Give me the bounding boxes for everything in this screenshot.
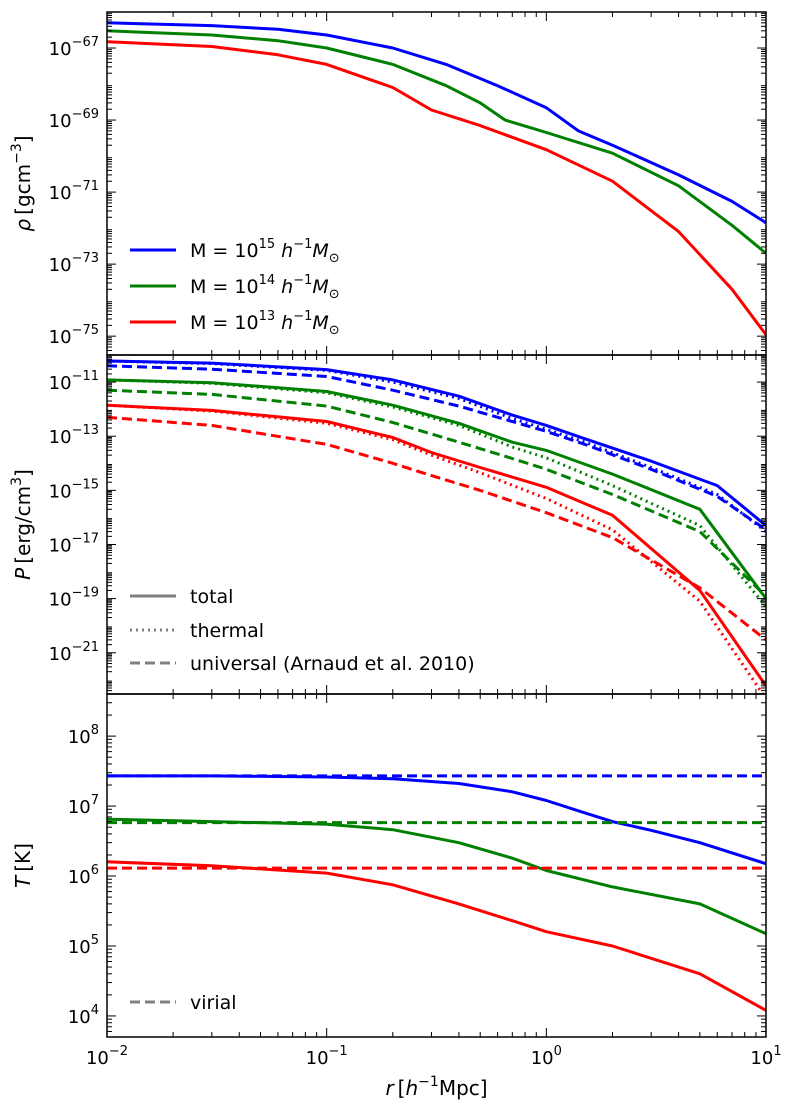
legend-label: M = 1014 h−1M⊙	[190, 273, 340, 302]
series-line-m13-thermal	[107, 403, 765, 694]
pressure-y-axis-label: P [erg/cm3]	[9, 469, 35, 580]
x-axis-labels: 10−2 10−1 100 101 r [h−1Mpc]	[86, 1044, 782, 1100]
series-line-m13-total	[107, 403, 766, 687]
temperature-y-axis-label: T [K]	[11, 843, 35, 888]
x-tick-label: 101	[750, 1044, 781, 1069]
series-line-m15-universal	[107, 364, 766, 532]
legend-label: total	[190, 586, 233, 608]
y-tick-label: 10−71	[49, 179, 99, 204]
y-tick-label: 10−21	[49, 640, 99, 665]
y-tick-label: 10−17	[49, 531, 99, 556]
series-line-m15-total	[107, 774, 766, 866]
density-legend: M = 1015 h−1M⊙ M = 1014 h−1M⊙ M = 1013 h−1…	[130, 237, 340, 338]
series-line-m14-total	[107, 817, 766, 936]
series-line-m15	[107, 21, 766, 225]
temperature-series	[107, 774, 766, 1012]
density-frame	[106, 11, 767, 356]
y-tick-label: 10−67	[49, 35, 99, 60]
series-line-m15-total	[107, 359, 766, 527]
y-tick-label: 10−69	[49, 107, 99, 132]
series-line-m13-total	[107, 860, 766, 1012]
y-tick-label: 10−73	[49, 251, 99, 276]
temperature-panel: 108 107 106 105 104 T [K] virial	[11, 693, 767, 1038]
density-panel: 10−67 10−69 10−71 10−73 10−75 ρ [gcm−3] M = 10…	[9, 11, 767, 356]
series-line-m15-thermal	[107, 359, 766, 533]
y-tick-label: 10−11	[49, 369, 99, 394]
y-tick-label: 10−15	[49, 477, 99, 502]
pressure-series	[107, 359, 766, 694]
legend-label: thermal	[190, 620, 264, 642]
series-line-m13	[107, 40, 766, 336]
legend-label: M = 1015 h−1M⊙	[190, 237, 340, 266]
pressure-legend: total thermal universal (Arnaud et al. 201…	[130, 586, 475, 675]
y-tick-label: 105	[68, 933, 99, 958]
legend-label: virial	[190, 992, 237, 1014]
y-tick-label: 107	[68, 793, 99, 818]
series-line-m14	[107, 29, 766, 255]
y-tick-label: 106	[68, 863, 99, 888]
legend-label: universal (Arnaud et al. 2010)	[190, 653, 475, 675]
y-tick-label: 108	[68, 723, 99, 748]
density-y-axis-label: ρ [gcm−3]	[9, 135, 35, 231]
panels-group: 10−67 10−69 10−71 10−73 10−75 ρ [gcm−3] M = 10…	[9, 11, 767, 1038]
x-axis-label: r [h−1Mpc]	[385, 1074, 487, 1100]
temperature-frame	[106, 693, 767, 1038]
x-tick-label: 10−2	[86, 1044, 128, 1069]
y-tick-label: 10−13	[49, 423, 99, 448]
series-line-m14-universal	[107, 388, 766, 598]
pressure-frame	[106, 354, 767, 695]
x-tick-label: 100	[531, 1044, 562, 1069]
series-line-m14-thermal	[107, 378, 766, 608]
y-tick-label: 10−19	[49, 586, 99, 611]
density-series	[107, 21, 766, 336]
y-tick-label: 104	[68, 1003, 99, 1028]
temperature-legend: virial	[130, 992, 237, 1014]
x-tick-label: 10−1	[306, 1044, 348, 1069]
series-line-m14-total	[107, 378, 766, 600]
pressure-panel: 10−11 10−13 10−15 10−17 10−19 10−21 P [erg/cm3…	[9, 354, 767, 695]
y-tick-label: 10−75	[49, 323, 99, 348]
series-line-m13-universal	[107, 415, 766, 642]
legend-label: M = 1013 h−1M⊙	[190, 309, 340, 338]
